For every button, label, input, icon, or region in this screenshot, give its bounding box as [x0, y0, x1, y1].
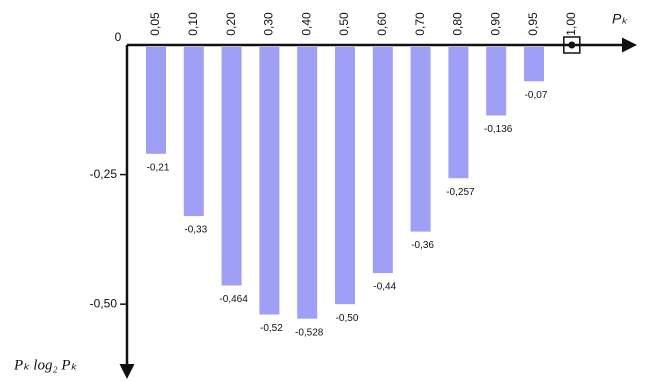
x-tick-label: 0,10	[186, 12, 200, 36]
x-axis-label: Pₖ	[612, 11, 628, 27]
y-tick-label: 0	[115, 30, 122, 44]
data-label: -0,44	[373, 282, 396, 293]
point	[568, 41, 576, 49]
bar	[259, 47, 280, 315]
x-tick-label: 0,05	[148, 12, 162, 36]
x-tick-label: 0,80	[451, 12, 465, 36]
x-tick-label: 0,95	[526, 12, 540, 36]
y-tick-label: -0,50	[90, 296, 118, 310]
data-label: -0,36	[411, 240, 434, 251]
y-tick-label: -0,25	[90, 167, 118, 181]
x-tick-label: 0,40	[299, 12, 313, 36]
x-tick-label: 0,30	[262, 12, 276, 36]
bar	[297, 47, 318, 319]
y-axis-label: Pₖ log₂ Pₖ	[13, 357, 78, 373]
data-label: -0,136	[484, 124, 513, 135]
data-label: -0,33	[184, 225, 207, 236]
data-label: -0,257	[446, 187, 475, 198]
data-label: -0,50	[336, 313, 359, 324]
bar	[372, 47, 393, 274]
x-tick-label: 0,20	[224, 12, 238, 36]
x-tick-label: 0,70	[413, 12, 427, 36]
data-label: -0,464	[219, 294, 248, 305]
x-tick-label: 1,00	[564, 12, 578, 36]
bar	[448, 47, 469, 179]
x-tick-label: 0,50	[337, 12, 351, 36]
data-label: -0,528	[295, 327, 324, 338]
bar	[183, 47, 204, 217]
bar	[335, 47, 355, 305]
x-tick-label: 0,90	[488, 12, 502, 36]
x-tick-label: 0,60	[375, 12, 389, 36]
point-box	[563, 36, 581, 54]
data-label: -0,21	[147, 162, 170, 173]
bar	[524, 47, 544, 82]
bar	[410, 47, 431, 232]
bar	[221, 47, 242, 286]
data-label: -0,52	[260, 323, 283, 334]
bar	[146, 47, 166, 154]
data-label: -0,07	[525, 90, 548, 101]
bar	[486, 47, 507, 116]
